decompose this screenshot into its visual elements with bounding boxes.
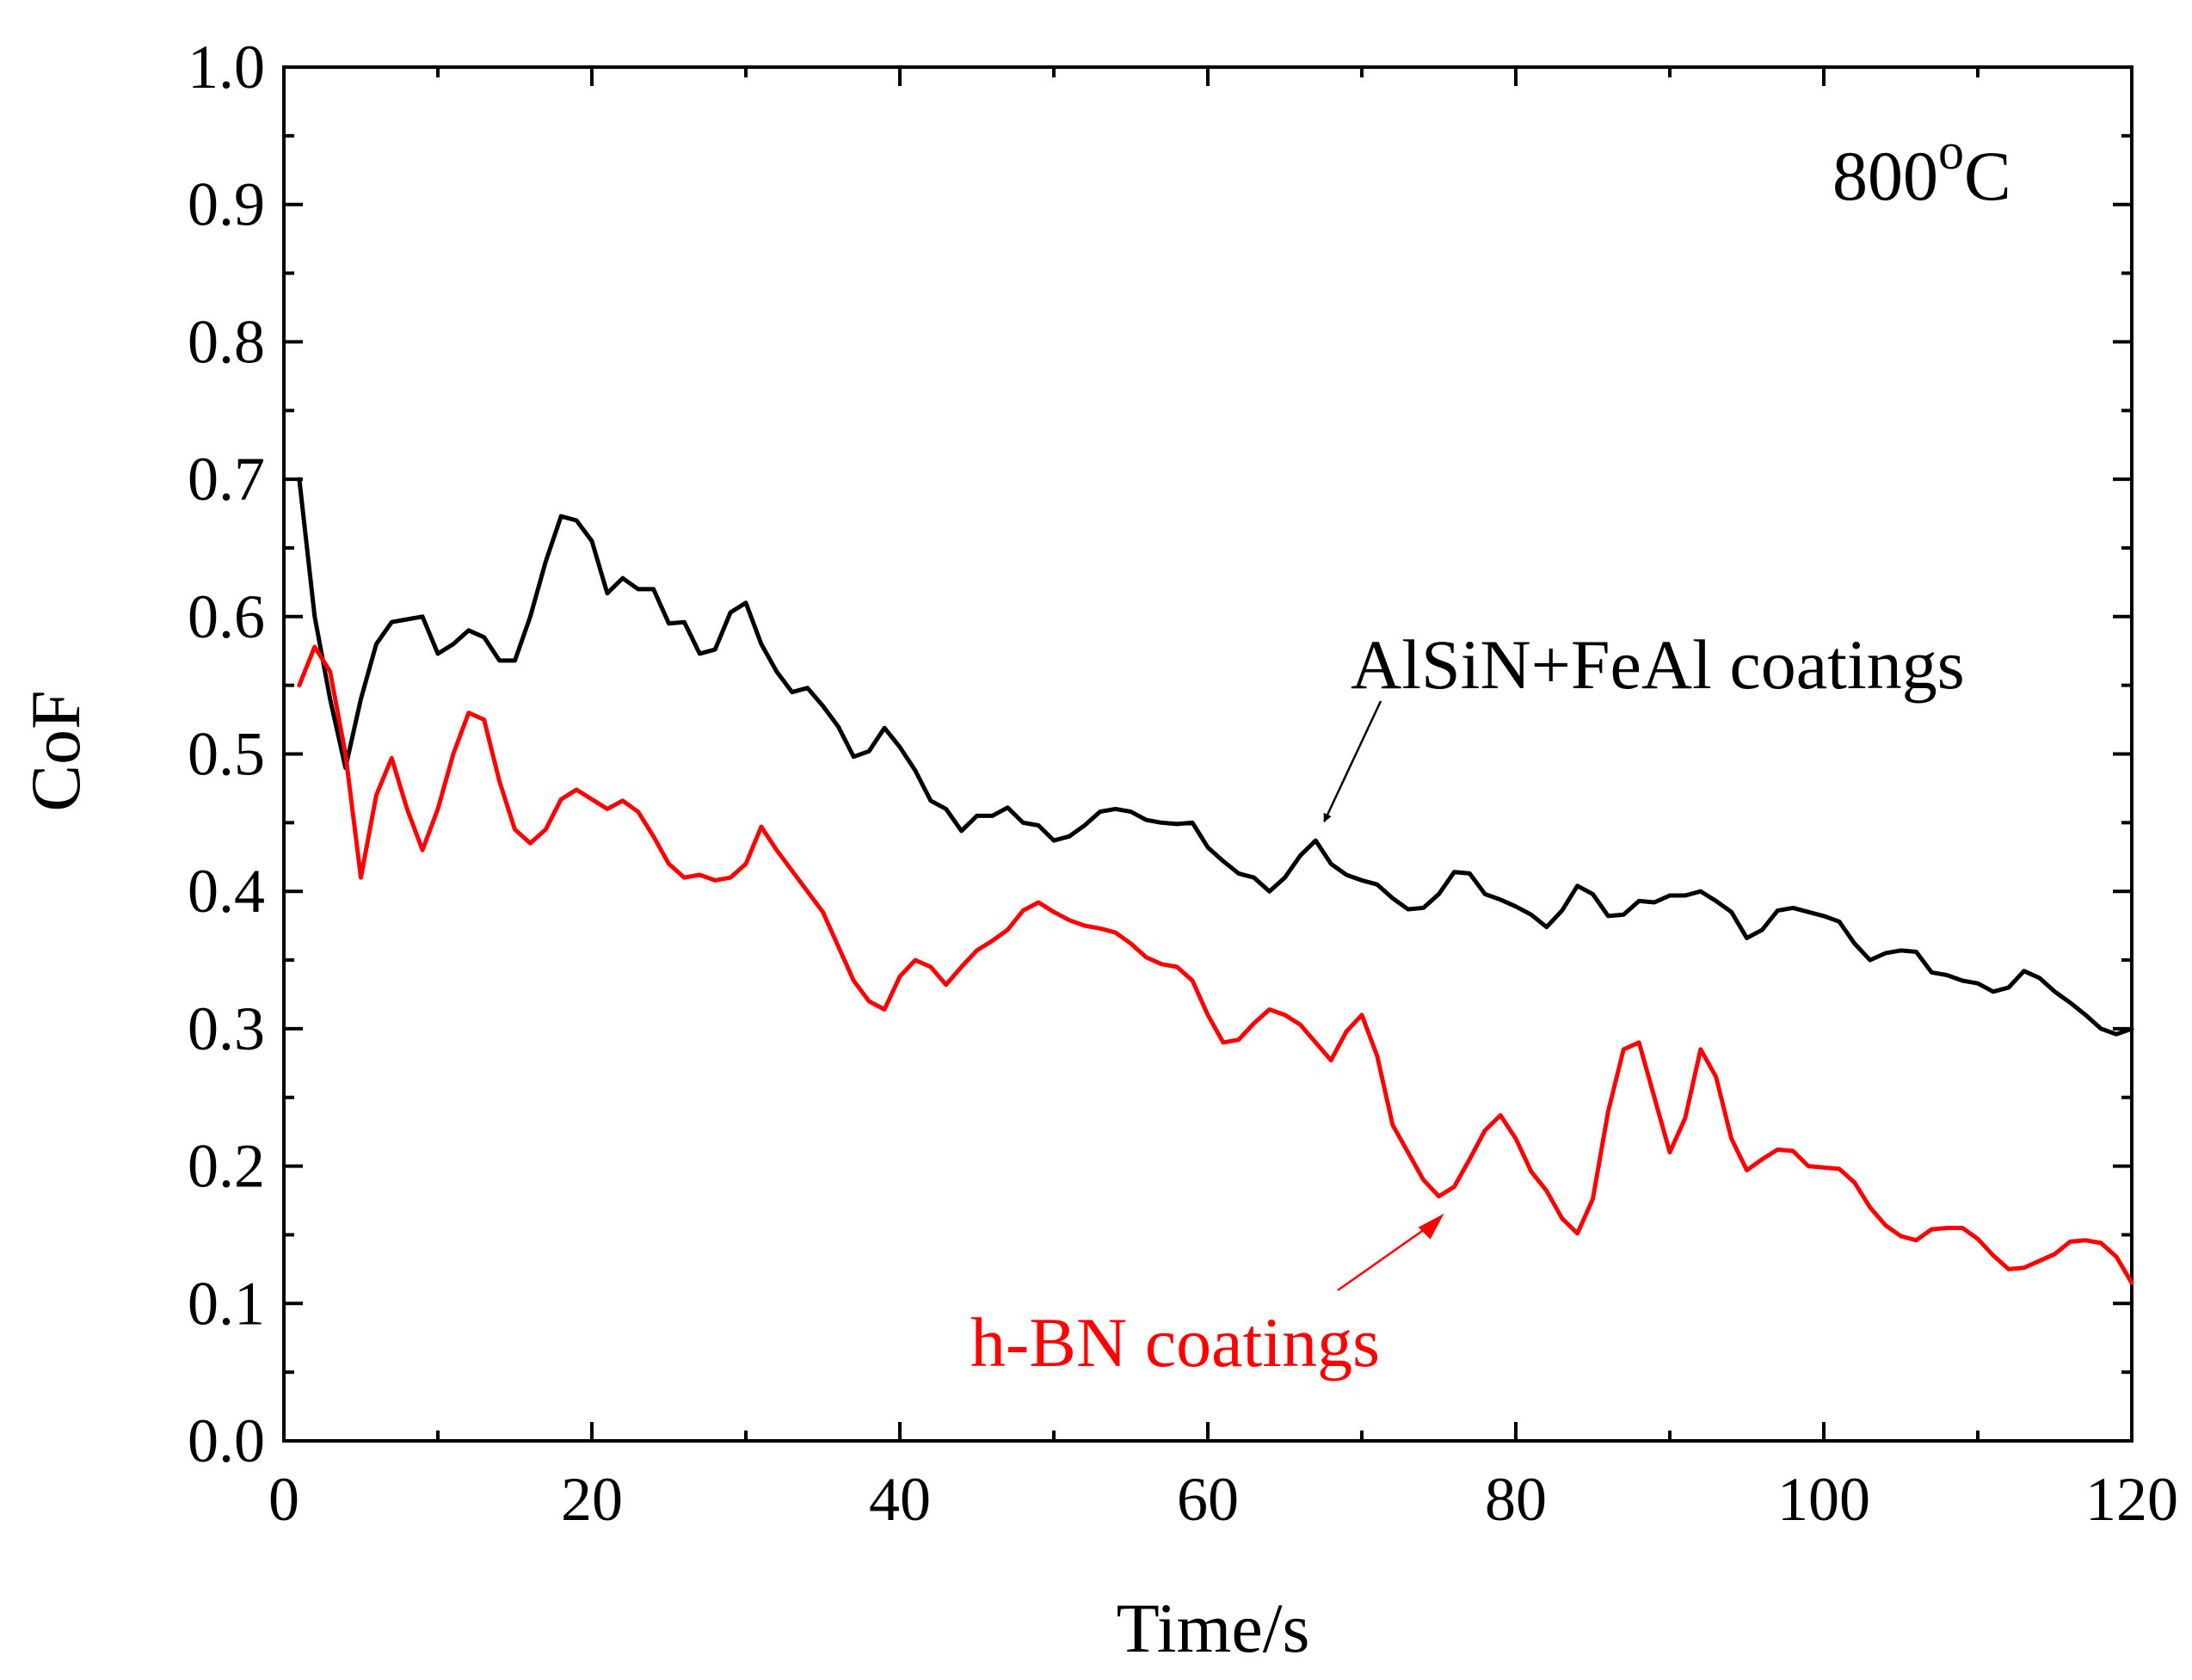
temperature-degree: o [1938,123,1964,180]
x-tick-label: 0 [268,1465,299,1534]
y-tick-label: 0.0 [188,1406,265,1475]
plot-frame [282,65,2134,1443]
y-tick-label: 0.8 [188,307,265,376]
x-tick-label: 120 [2085,1465,2178,1534]
y-tick-label: 0.6 [188,582,265,651]
y-tick-label: 0.3 [188,994,265,1063]
x-tick-label: 100 [1777,1465,1870,1534]
annotation-arrow-hbn [1337,1219,1438,1292]
annotation-arrow-alsin-feal [1323,700,1382,823]
series-line-alsin-feal [297,477,2134,1037]
series-line-h-bn [297,644,2134,1285]
series-lines [297,477,2134,1285]
annotations [1323,700,1444,1292]
temperature-value: 800 [1832,137,1938,215]
x-tick-label: 40 [869,1465,931,1534]
annotation-hbn: h-BN coatings [970,1303,1380,1382]
temperature-unit: C [1964,137,2011,215]
x-tick-label: 80 [1485,1465,1547,1534]
y-tick-label: 0.2 [188,1132,265,1201]
y-tick-label: 0.9 [188,170,265,239]
y-tick-label: 0.7 [188,445,265,514]
y-axis-title: CoF [16,690,95,811]
annotation-alsin-feal: AlSiN+FeAl coatings [1351,625,1965,704]
temperature-label: 800oC [1832,123,2011,215]
axes [282,65,2134,1443]
x-axis-title: Time/s [1117,1589,1310,1667]
y-tick-label: 0.4 [188,857,265,926]
annotation-arrowhead-hbn [1418,1213,1444,1240]
y-tick-label: 1.0 [188,33,265,102]
axis-ticks: 0 20 40 60 80 100 120 0.0 0.1 0.2 0.3 0.4 0.5 0.6 0.7 0… [188,33,2178,1534]
y-tick-label: 0.1 [188,1269,265,1338]
y-tick-label: 0.5 [188,720,265,789]
x-tick-label: 60 [1177,1465,1239,1534]
x-tick-label: 20 [561,1465,623,1534]
